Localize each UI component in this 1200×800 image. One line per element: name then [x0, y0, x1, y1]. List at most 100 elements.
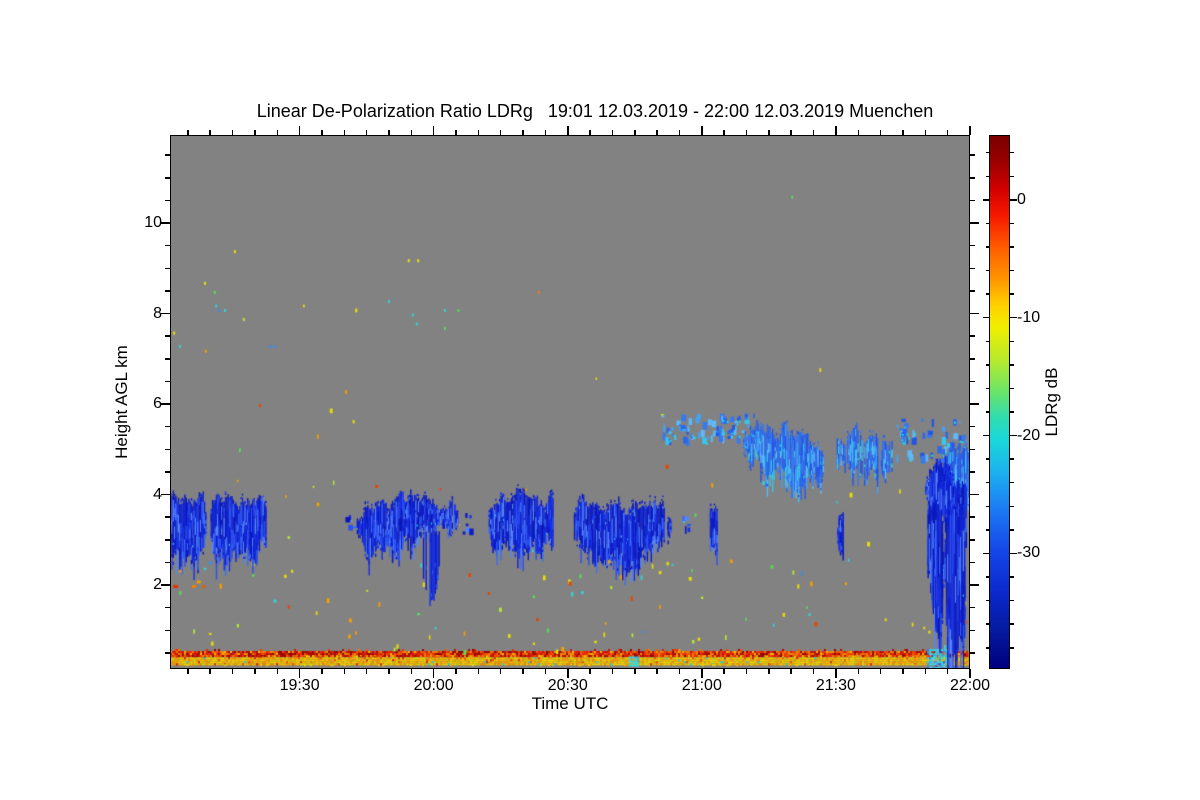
colorbar-minor-tick-left	[986, 364, 990, 366]
x-minor-tick	[611, 669, 614, 674]
x-minor-tick	[499, 669, 502, 674]
y-tick-label: 10	[144, 214, 162, 231]
colorbar-minor-tick	[1010, 151, 1014, 154]
x-minor-tick	[365, 669, 368, 674]
colorbar-tick-label: -10	[1017, 308, 1041, 326]
y-minor-tick-right	[970, 606, 975, 609]
x-minor-tick	[477, 669, 480, 674]
y-minor-tick	[165, 154, 170, 156]
y-minor-tick-right	[970, 561, 975, 564]
colorbar-minor-tick-left	[986, 222, 990, 225]
x-minor-tick-top	[857, 130, 860, 135]
y-minor-tick	[165, 358, 170, 360]
colorbar-minor-tick-left	[986, 505, 990, 508]
colorbar-minor-tick-left	[986, 151, 990, 154]
colorbar-major-tick	[1010, 434, 1017, 437]
x-major-tick	[701, 669, 703, 678]
x-minor-tick-top	[879, 130, 882, 135]
y-minor-tick	[165, 290, 170, 292]
x-minor-tick-top	[656, 130, 658, 135]
y-minor-tick-right	[970, 177, 975, 179]
x-major-tick-top	[567, 126, 569, 135]
x-minor-tick	[589, 669, 591, 674]
x-minor-tick	[343, 669, 346, 674]
x-minor-tick-top	[455, 130, 457, 135]
heatmap-canvas	[170, 135, 970, 669]
y-tick-label: 8	[153, 304, 162, 322]
x-minor-tick	[812, 669, 815, 674]
x-minor-tick-top	[477, 130, 480, 135]
colorbar-minor-tick	[1010, 481, 1014, 484]
x-major-tick-top	[432, 126, 435, 135]
x-minor-tick	[857, 669, 860, 674]
chart-title: Linear De-Polarization Ratio LDRg 19:01 …	[256, 101, 934, 121]
x-minor-tick	[544, 669, 547, 674]
y-minor-tick	[165, 380, 170, 383]
x-minor-tick-top	[745, 130, 748, 135]
colorbar-minor-tick-left	[986, 599, 990, 602]
x-minor-tick	[790, 669, 792, 674]
x-tick-label: 20:30	[547, 677, 588, 694]
y-minor-tick-right	[970, 358, 975, 360]
y-minor-tick	[165, 516, 170, 518]
x-major-tick	[969, 669, 971, 678]
x-minor-tick-top	[276, 130, 278, 135]
x-minor-tick	[768, 669, 770, 674]
y-minor-tick	[165, 425, 170, 428]
y-minor-tick-right	[970, 629, 975, 631]
colorbar-minor-tick	[1010, 387, 1014, 390]
x-minor-tick	[388, 669, 390, 674]
y-tick-label: 4	[153, 485, 162, 503]
y-minor-tick-right	[970, 199, 975, 202]
x-minor-tick-top	[946, 130, 949, 135]
colorbar-minor-tick	[1010, 293, 1014, 295]
x-minor-tick-top	[231, 130, 234, 135]
x-major-tick	[432, 669, 435, 678]
x-minor-tick-top	[611, 130, 614, 135]
y-minor-tick-right	[970, 539, 975, 541]
colorbar-minor-tick-left	[986, 293, 990, 295]
colorbar-minor-tick	[1010, 246, 1014, 248]
x-major-tick	[567, 669, 569, 678]
colorbar-minor-tick-left	[986, 411, 990, 413]
x-minor-tick	[946, 669, 949, 674]
x-minor-tick	[924, 669, 927, 674]
y-minor-tick	[165, 199, 170, 202]
x-major-tick-top	[298, 126, 301, 135]
x-minor-tick-top	[812, 130, 815, 135]
x-minor-tick-top	[365, 130, 368, 135]
y-minor-tick-right	[970, 154, 975, 156]
x-minor-tick-top	[634, 130, 636, 135]
x-minor-tick-top	[410, 130, 413, 135]
colorbar-major-tick	[1010, 552, 1017, 555]
x-major-tick-top	[701, 126, 703, 135]
x-minor-tick	[879, 669, 882, 674]
x-minor-tick	[723, 669, 725, 674]
colorbar-minor-tick-left	[986, 387, 990, 390]
colorbar-minor-tick	[1010, 576, 1014, 578]
x-minor-tick-top	[343, 130, 346, 135]
y-minor-tick	[165, 561, 170, 564]
x-tick-label: 22:00	[949, 677, 991, 694]
colorbar-minor-tick-left	[986, 246, 990, 248]
y-major-tick	[161, 493, 170, 496]
x-minor-tick	[678, 669, 681, 674]
x-minor-tick-top	[768, 130, 770, 135]
x-tick-label: 20:00	[413, 677, 454, 694]
y-minor-tick-right	[970, 448, 975, 450]
y-tick-label: 2	[153, 576, 162, 593]
y-major-tick	[161, 403, 170, 405]
colorbar-tick-label: -20	[1017, 426, 1041, 444]
x-major-tick-top	[835, 126, 837, 135]
colorbar-major-tick-left	[983, 199, 990, 201]
colorbar-tick-label: 0	[1017, 190, 1026, 208]
x-minor-tick-top	[388, 130, 390, 135]
colorbar-minor-tick	[1010, 458, 1014, 460]
y-minor-tick	[165, 244, 170, 247]
y-major-tick	[161, 584, 170, 586]
y-tick-label: 6	[153, 395, 162, 412]
colorbar-minor-tick-left	[986, 269, 990, 272]
colorbar-minor-tick-left	[986, 576, 990, 578]
y-minor-tick	[165, 267, 170, 269]
